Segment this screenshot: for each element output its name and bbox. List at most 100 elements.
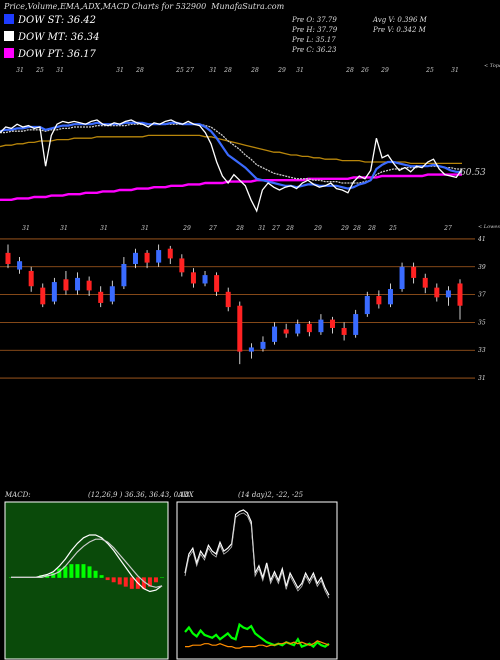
macd-hist-6 (45, 575, 50, 578)
macd-hist-13 (87, 566, 92, 578)
macd-hist-25 (160, 577, 164, 578)
candle-body-25 (295, 323, 301, 334)
ema-date-top-3: 31 (116, 67, 124, 74)
ema-date-bottom-7: 31 (258, 225, 266, 232)
macd-hist-12 (81, 564, 86, 578)
candle-body-14 (167, 248, 173, 259)
dow-st-swatch (4, 14, 14, 24)
candle-body-19 (225, 291, 231, 308)
ema-date-bottom-11: 29 (340, 225, 349, 232)
adx-title: ADX (177, 491, 195, 499)
ema-date-bottom-9: 28 (285, 225, 294, 232)
ema-date-bottom-0: 31 (22, 225, 30, 232)
candle-body-29 (341, 327, 347, 335)
candle-body-23 (272, 326, 278, 342)
adx-line-shadow (184, 512, 330, 599)
chart-title: Price,Volume,EMA,ADX,MACD Charts for 532… (4, 2, 285, 11)
prev-volume: Pre V: 0.342 M (373, 26, 426, 34)
price-tag: < Lowes (478, 224, 500, 230)
macd-hist-23 (147, 577, 152, 587)
dow-st-legend: DOW ST: 36.42 (4, 14, 96, 26)
prev-close: Pre C: 36.23 (292, 46, 337, 54)
ema-line-ema-mid (0, 123, 462, 184)
candle-body-22 (260, 341, 266, 349)
ema-date-top-9: 28 (250, 67, 259, 74)
avg-volume: Avg V: 0.396 M (373, 16, 427, 24)
ema-date-bottom-8: 27 (271, 225, 280, 232)
prev-low: Pre L: 35.17 (292, 36, 336, 44)
ema-line-ema-trend (0, 134, 462, 165)
candle-body-12 (144, 252, 150, 263)
ema-date-top-1: 25 (35, 67, 44, 74)
macd-panel (4, 501, 169, 660)
ema-date-bottom-15: 27 (443, 225, 452, 232)
price-ytick-1: 39 (478, 264, 486, 271)
ema-price-label: 60.53 (460, 168, 486, 178)
candle-body-39 (457, 283, 463, 306)
ema-date-top-0: 31 (16, 67, 24, 74)
candle-body-15 (179, 258, 185, 273)
ema-line-ema-short (0, 121, 462, 190)
candle-body-16 (190, 272, 196, 284)
dow-mt-swatch (4, 31, 14, 41)
macd-hist-17 (111, 577, 116, 583)
candle-body-32 (376, 295, 382, 305)
candle-body-36 (422, 277, 428, 288)
macd-hist-16 (105, 577, 110, 581)
candle-body-13 (156, 250, 162, 263)
macd-hist-10 (69, 564, 74, 578)
candle-body-33 (387, 289, 393, 305)
ema-date-top-14: 29 (380, 67, 389, 74)
prev-high: Pre H: 37.79 (292, 26, 338, 34)
candle-body-30 (353, 314, 359, 335)
candle-body-4 (51, 282, 57, 302)
ema-date-top-6: 27 (185, 67, 194, 74)
price-ytick-5: 31 (478, 375, 486, 382)
ema-date-bottom-13: 28 (367, 225, 376, 232)
candle-body-5 (63, 279, 69, 291)
candle-body-8 (98, 291, 104, 303)
candle-body-35 (411, 266, 417, 278)
macd-params: (12,26,9 ) 36.36, 36.43, 0.18 (88, 491, 190, 499)
adx-params: (14 day)2, -22, -25 (238, 491, 304, 499)
ema-date-top-13: 26 (360, 67, 369, 74)
adx-line-plus-di (184, 622, 330, 649)
macd-hist-7 (51, 572, 56, 578)
ema-date-bottom-6: 28 (235, 225, 244, 232)
macd-hist-18 (117, 577, 122, 585)
ema-date-top-7: 31 (209, 67, 217, 74)
price-ytick-0: 41 (477, 236, 486, 243)
macd-hist-22 (141, 577, 146, 589)
candle-body-31 (364, 295, 370, 315)
candle-body-0 (5, 252, 11, 264)
ema-date-top-2: 31 (56, 67, 64, 74)
candle-body-34 (399, 266, 405, 290)
adx-line-minus-di (185, 640, 330, 649)
candle-body-37 (434, 287, 440, 298)
macd-hist-9 (63, 566, 68, 578)
candle-body-20 (237, 305, 243, 352)
candle-body-26 (306, 323, 312, 333)
ema-date-bottom-2: 31 (100, 225, 108, 232)
macd-line-signal (11, 538, 163, 588)
prev-open: Pre O: 37.79 (292, 16, 337, 24)
candle-body-2 (28, 270, 34, 287)
macd-hist-8 (57, 568, 62, 578)
ema-date-bottom-1: 31 (60, 225, 68, 232)
candle-body-17 (202, 275, 208, 284)
ema-date-top-11: 31 (296, 67, 304, 74)
price-ytick-4: 33 (478, 347, 486, 354)
candle-body-27 (318, 319, 324, 333)
ema-line-ema-long (0, 173, 462, 202)
dow-pt-swatch (4, 48, 14, 58)
ema-date-top-8: 28 (223, 67, 232, 74)
ema-date-top-16: 31 (451, 67, 459, 74)
macd-hist-24 (153, 577, 158, 583)
candle-body-21 (248, 347, 254, 352)
price-ytick-3: 35 (478, 319, 486, 326)
candle-body-28 (330, 319, 336, 328)
candle-body-9 (109, 286, 115, 302)
ema-date-top-12: 28 (345, 67, 354, 74)
adx-line-adx (184, 509, 330, 596)
